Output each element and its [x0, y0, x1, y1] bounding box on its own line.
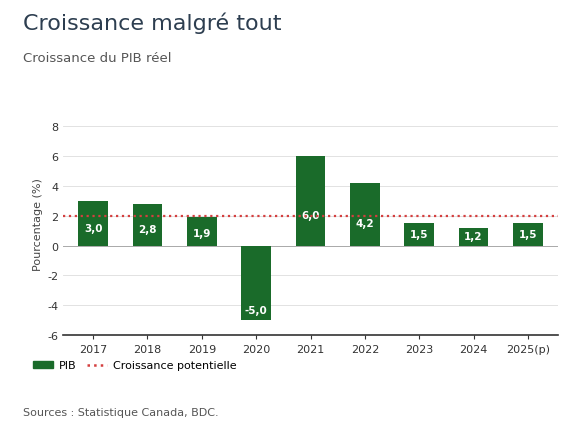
Text: Croissance malgré tout: Croissance malgré tout: [23, 13, 282, 34]
Bar: [78, 201, 108, 246]
Text: 2,8: 2,8: [138, 224, 157, 234]
Text: 3,0: 3,0: [84, 224, 102, 233]
Bar: [459, 228, 489, 246]
Bar: [296, 157, 325, 246]
Bar: [132, 204, 162, 246]
Bar: [242, 246, 271, 320]
Text: Croissance du PIB réel: Croissance du PIB réel: [23, 52, 171, 64]
Y-axis label: Pourcentage (%): Pourcentage (%): [33, 177, 43, 270]
Bar: [350, 183, 380, 246]
Text: 1,2: 1,2: [464, 231, 483, 241]
Bar: [187, 218, 217, 246]
Text: -5,0: -5,0: [245, 306, 267, 316]
Text: 1,5: 1,5: [519, 230, 537, 240]
Text: 1,5: 1,5: [410, 230, 428, 240]
Text: Sources : Statistique Canada, BDC.: Sources : Statistique Canada, BDC.: [23, 407, 218, 417]
Bar: [513, 224, 543, 246]
Legend: PIB, Croissance potentielle: PIB, Croissance potentielle: [29, 356, 241, 375]
Text: 4,2: 4,2: [355, 218, 374, 228]
Bar: [404, 224, 434, 246]
Text: 1,9: 1,9: [193, 228, 211, 238]
Text: 6,0: 6,0: [301, 211, 320, 221]
